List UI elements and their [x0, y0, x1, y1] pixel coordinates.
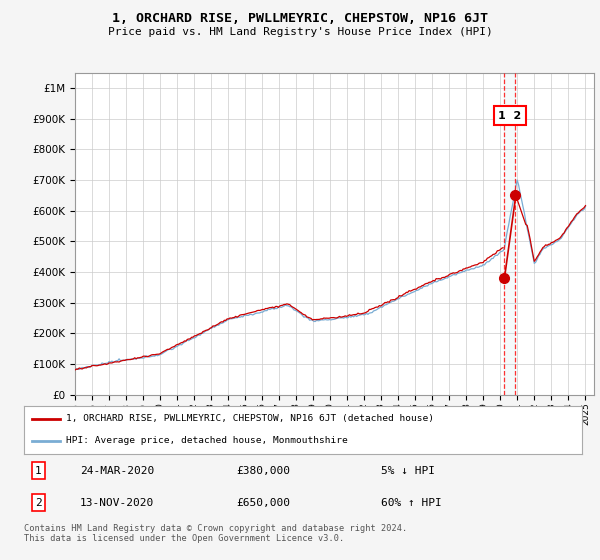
Text: 5% ↓ HPI: 5% ↓ HPI [381, 465, 435, 475]
Text: 13-NOV-2020: 13-NOV-2020 [80, 498, 154, 507]
Text: 24-MAR-2020: 24-MAR-2020 [80, 465, 154, 475]
Text: HPI: Average price, detached house, Monmouthshire: HPI: Average price, detached house, Monm… [66, 436, 347, 445]
Text: Price paid vs. HM Land Registry's House Price Index (HPI): Price paid vs. HM Land Registry's House … [107, 27, 493, 37]
Text: 1, ORCHARD RISE, PWLLMEYRIC, CHEPSTOW, NP16 6JT (detached house): 1, ORCHARD RISE, PWLLMEYRIC, CHEPSTOW, N… [66, 414, 434, 423]
Bar [505, 73, 515, 395]
Text: 60% ↑ HPI: 60% ↑ HPI [381, 498, 442, 507]
Text: 1, ORCHARD RISE, PWLLMEYRIC, CHEPSTOW, NP16 6JT: 1, ORCHARD RISE, PWLLMEYRIC, CHEPSTOW, N… [112, 12, 488, 25]
Text: 2: 2 [35, 498, 42, 507]
Text: £650,000: £650,000 [236, 498, 290, 507]
Text: £380,000: £380,000 [236, 465, 290, 475]
Text: 1  2: 1 2 [498, 111, 521, 121]
Text: Contains HM Land Registry data © Crown copyright and database right 2024.
This d: Contains HM Land Registry data © Crown c… [24, 524, 407, 543]
Text: 1: 1 [35, 465, 42, 475]
